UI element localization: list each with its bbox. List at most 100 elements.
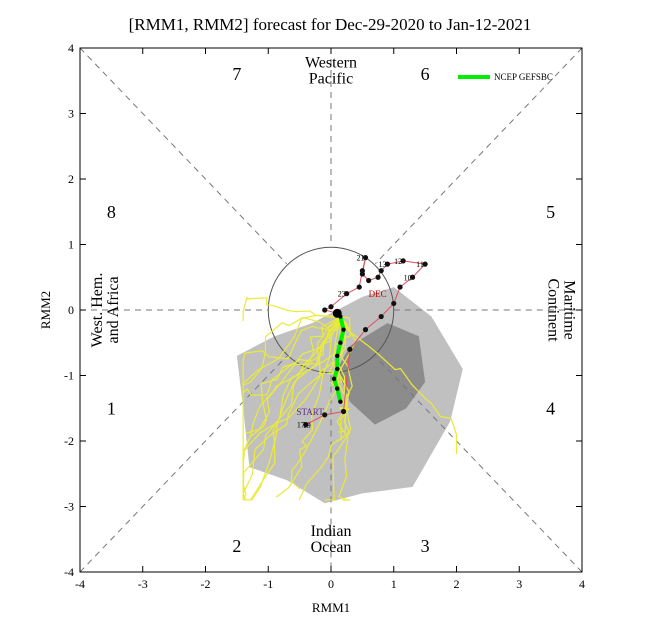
forecast-mean-point	[335, 386, 340, 391]
y-tick-label: 2	[68, 172, 74, 186]
ensemble-member-track	[242, 316, 341, 388]
forecast-mean-point	[341, 327, 346, 332]
x-tick-label: -3	[138, 577, 148, 591]
dec-label: DEC	[369, 289, 387, 299]
ensemble-member-track	[245, 316, 341, 434]
observed-track: 17 10 11 12 13 21 23 START 19 DEC	[296, 254, 428, 430]
forecast-mean-point	[335, 366, 340, 372]
phase-number: 7	[232, 64, 241, 84]
observed-point	[344, 291, 350, 297]
region-label-right: Continent	[544, 278, 561, 342]
forecast-mean-point	[335, 353, 340, 359]
observed-point	[378, 268, 384, 274]
diagonal-guide-nw	[79, 47, 287, 265]
y-tick-label: -4	[64, 565, 74, 579]
x-tick-label: -2	[201, 577, 211, 591]
phase-number: 8	[107, 202, 116, 222]
x-tick-label: 0	[328, 577, 334, 591]
phase-number: 6	[421, 64, 430, 84]
diagonal-guide-sw	[79, 355, 287, 573]
x-tick-label: 4	[579, 577, 585, 591]
phase-number: 3	[421, 536, 430, 556]
y-tick-label: 3	[68, 107, 74, 121]
phase-number: 4	[546, 398, 555, 418]
ensemble-member-track	[242, 316, 341, 453]
diagonal-guide-se	[375, 355, 583, 573]
observed-point	[356, 284, 362, 290]
observed-point	[362, 327, 369, 333]
region-label-top: Western	[305, 55, 357, 72]
observed-point	[340, 408, 347, 415]
region-label-right: Maritime	[560, 280, 577, 340]
observed-point	[303, 422, 309, 428]
phase-number: 2	[232, 536, 241, 556]
y-tick-label: -3	[64, 500, 74, 514]
observed-point	[366, 277, 372, 284]
observed-point	[328, 304, 334, 310]
region-label-bottom: Indian	[311, 523, 352, 540]
observed-point	[359, 268, 365, 274]
x-tick-label: -4	[75, 577, 85, 591]
start-day-label: 19	[303, 421, 311, 430]
observed-day-label: 17	[297, 421, 305, 430]
region-label-bottom: Ocean	[311, 539, 352, 556]
y-tick-label: 4	[68, 41, 74, 55]
x-tick-label: 3	[516, 577, 522, 591]
x-tick-label: 2	[454, 577, 460, 591]
observed-point	[397, 284, 403, 290]
legend: NCEP GEFSBC	[458, 72, 553, 82]
x-tick-label: 1	[391, 577, 397, 591]
observed-point	[322, 307, 328, 313]
diagonal-guide-ne	[375, 47, 583, 265]
forecast-mean-point	[338, 314, 343, 319]
ensemble-member-track	[243, 316, 341, 501]
ensemble-member-track	[242, 316, 341, 501]
legend-label-ncep-gefsbc: NCEP GEFSBC	[494, 72, 553, 82]
y-tick-label: -1	[64, 369, 74, 383]
observed-point	[409, 274, 416, 280]
ensemble-member-track	[242, 316, 341, 501]
x-tick-label: -1	[263, 577, 273, 591]
forecast-mean-point	[338, 340, 343, 345]
observed-point	[384, 261, 391, 267]
ensemble-member-track	[242, 316, 341, 403]
forecast-mean-point	[331, 376, 337, 381]
observed-day-label: 10	[404, 273, 412, 282]
ensemble-spread-inner	[337, 323, 426, 425]
start-label: START	[296, 407, 324, 417]
phase-number: 1	[107, 398, 116, 418]
observed-point	[391, 300, 397, 307]
observed-point	[378, 313, 384, 320]
region-label-left: West. Hem.	[89, 273, 106, 348]
observed-point	[400, 258, 406, 264]
ensemble-member-track	[242, 296, 341, 321]
observed-day-label: 23	[338, 290, 346, 299]
phase-number: 5	[546, 202, 555, 222]
y-axis-title: RMM2	[38, 291, 53, 329]
phase-guide-lines	[79, 47, 583, 573]
observed-point	[322, 412, 328, 418]
ensemble-member-track	[330, 315, 351, 441]
y-tick-label: 0	[68, 303, 74, 317]
ensemble-member-track	[242, 316, 341, 396]
y-tick-label: -2	[64, 434, 74, 448]
ensemble-member-track	[339, 316, 458, 454]
observed-point	[347, 346, 353, 352]
forecast-mean-point	[338, 399, 343, 404]
forecast-mean-track	[331, 314, 346, 404]
observed-point	[375, 274, 381, 280]
x-axis-title: RMM1	[312, 600, 350, 615]
ensemble-spread-shading	[236, 287, 463, 504]
observed-day-label: 12	[394, 257, 402, 266]
observed-day-label: 11	[416, 260, 424, 269]
ensemble-member-track	[290, 316, 357, 490]
observed-day-label: 21	[357, 254, 365, 263]
observed-point	[362, 255, 369, 261]
y-tick-label: 1	[68, 238, 74, 252]
region-label-top: Pacific	[309, 71, 353, 88]
